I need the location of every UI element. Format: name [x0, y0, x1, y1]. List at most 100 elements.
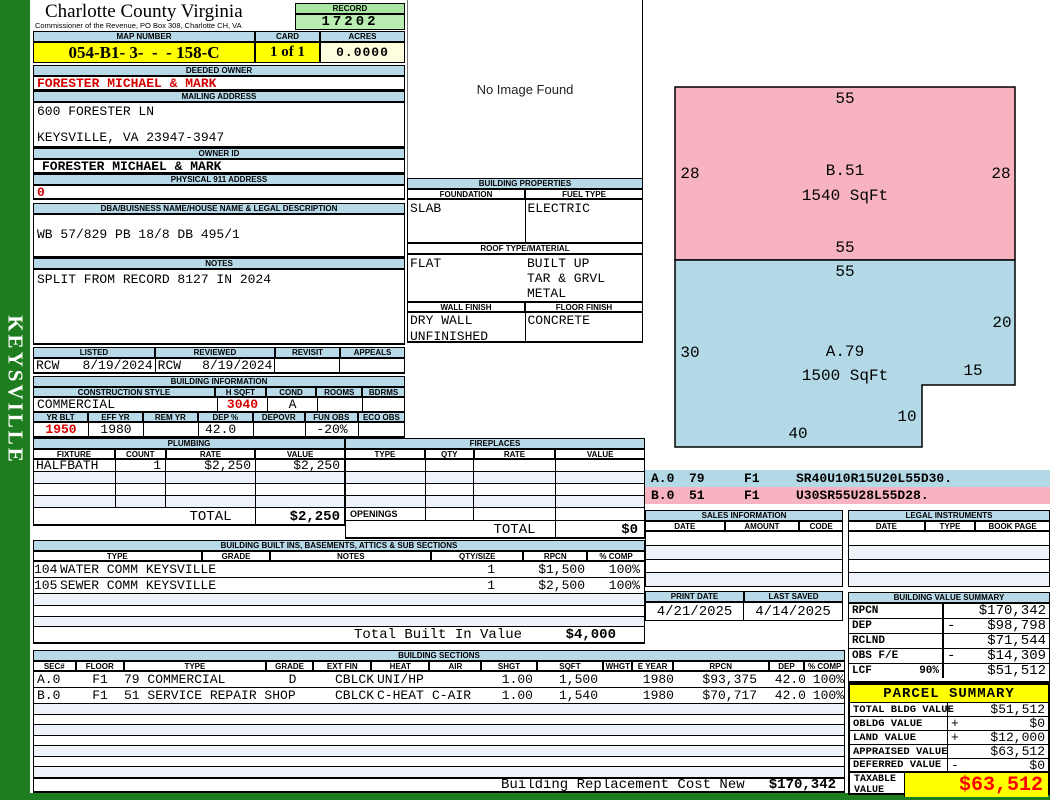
sketch-section-b-sqft: 1540 SqFt: [801, 187, 889, 205]
sections-header-sec: SEC#: [33, 661, 76, 671]
ps-value: $12,000: [990, 730, 1045, 745]
mailing-address-line2: KEYSVILLE, VA 23947-3947: [37, 130, 225, 145]
sketch-dim-a-step: 15: [963, 362, 983, 380]
building-information-headers-2: YR BLT EFF YR REM YR DEP % DEPOVR FUN OB…: [33, 412, 406, 422]
vs-value: $98,798: [987, 618, 1046, 634]
wall-finish-cell: DRY WALL UNFINISHED: [408, 313, 526, 344]
ecoobs-value: [359, 423, 404, 436]
fireplaces-headers: TYPE QTY RATE VALUE: [345, 449, 645, 459]
section-dep: 42.0: [774, 672, 806, 687]
building-sections-headers: SEC# FLOOR TYPE GRADE EXT FIN HEAT AIR S…: [33, 661, 845, 671]
built-in-code: 105: [34, 578, 58, 593]
ps-value-cell: + $0: [948, 716, 1048, 731]
dep-pct-value: 42.0: [199, 422, 254, 437]
bdrms-label: BDRMS: [362, 387, 406, 397]
value-summary-row: LCF 90% $51,512: [849, 663, 1049, 679]
built-in-comp: 100%: [608, 578, 640, 593]
plumbing-total-label: TOTAL: [166, 508, 256, 525]
sketch-legend-a: A.0 79 F1 SR40U10R15U20L55D30.: [645, 470, 1050, 487]
legal-description-box: WB 57/829 PB 18/8 DB 495/1: [33, 214, 405, 258]
no-image-text: No Image Found: [476, 81, 574, 97]
plumbing-total-row: TOTAL $2,250: [34, 508, 344, 525]
vs-label-cell: LCF 90%: [849, 664, 944, 678]
fireplaces-total-row: TOTAL $0: [346, 521, 644, 538]
taxable-value: $63,512: [905, 773, 1048, 797]
built-ins-header-type: TYPE: [33, 551, 202, 561]
built-in-name: SEWER COMM KEYSVILLE: [60, 578, 217, 593]
legal-title: LEGAL INSTRUMENTS: [848, 510, 1050, 521]
legal-header-date: DATE: [848, 521, 925, 531]
section-type: 79 COMMERCIAL: [124, 672, 226, 687]
wall-finish-2: UNFINISHED: [410, 329, 489, 344]
plumbing-empty-row: [34, 472, 344, 484]
parcel-summary-row: LAND VALUE + $12,000: [850, 730, 1048, 745]
vs-label: RPCN: [852, 605, 879, 617]
built-in-qty: 1: [487, 562, 495, 577]
vs-label-cell: OBS F/E: [849, 649, 944, 663]
legend-sec: A.0: [651, 471, 675, 486]
sections-header-comp: % COMP: [804, 661, 845, 671]
empty-row: [849, 545, 1049, 560]
record-label: RECORD: [295, 3, 405, 14]
sketch-dim-b-bottom: 55: [835, 239, 855, 257]
dep-pct-label: DEP %: [197, 412, 253, 422]
sales-header-date: DATE: [645, 521, 725, 531]
built-ins-total-label: Total Built In Value: [354, 626, 523, 643]
plumbing-header-count: COUNT: [114, 449, 166, 459]
deeded-owner-label: DEEDED OWNER: [33, 65, 405, 76]
appeals-value: [340, 359, 404, 372]
empty-row: [646, 559, 842, 574]
foundation-value-cell: SLAB: [408, 200, 526, 242]
built-ins-total-row: Total Built In Value $4,000: [33, 626, 645, 644]
built-ins-row: 105 SEWER COMM KEYSVILLE 1 $2,500 100%: [34, 578, 644, 594]
empty-row: [849, 532, 1049, 546]
dates-values: 4/21/2025 4/14/2025: [645, 602, 843, 621]
vs-label-cell: DEP: [849, 619, 944, 633]
sections-header-type: TYPE: [123, 661, 266, 671]
section-sec: B.0: [37, 688, 61, 703]
vs-value: $14,309: [987, 648, 1046, 664]
sketch-dim-b-top: 55: [835, 90, 855, 108]
empty-row: [646, 573, 842, 586]
effyr-label: EFF YR: [87, 412, 143, 422]
sales-title: SALES INFORMATION: [645, 510, 843, 521]
notes-label: NOTES: [33, 258, 405, 269]
construction-style-value: COMMERCIAL: [34, 397, 218, 412]
legal-header-type: TYPE: [924, 521, 976, 531]
built-ins-header-grade: GRADE: [201, 551, 271, 561]
rooms-value: [318, 398, 363, 411]
sections-header-whgt: WHGT: [603, 661, 633, 671]
sales-headers: DATE AMOUNT CODE: [645, 521, 844, 531]
foundation-fuel-values: SLAB ELECTRIC: [407, 199, 643, 243]
sales-header-amount: AMOUNT: [724, 521, 800, 531]
replacement-cost-row: Building Replacement Cost New $170,342: [33, 777, 845, 793]
ps-label: LAND VALUE: [850, 731, 948, 744]
physical-address-label: PHYSICAL 911 ADDRESS: [33, 174, 405, 185]
legend-code: 79: [689, 471, 705, 486]
sections-header-eyear: E YEAR: [632, 661, 673, 671]
district-name-vertical: KEYSVILLE: [3, 315, 28, 465]
plumbing-header-value: VALUE: [255, 449, 345, 459]
roof-material-3: METAL: [527, 286, 567, 301]
empty-row: [34, 617, 644, 626]
mailing-address-label: MAILING ADDRESS: [33, 91, 405, 102]
empty-row: [646, 532, 842, 546]
acres-value: 0.0000: [320, 42, 405, 63]
sales-body: [645, 531, 843, 587]
section-whgt: [606, 688, 634, 703]
section-rpcn: $70,717: [702, 688, 757, 703]
roof-material-2: TAR & GRVL: [527, 271, 606, 286]
sketch-section-b-name: B.51: [825, 162, 865, 180]
section-whgt: [606, 672, 634, 687]
section-sec: A.0: [37, 672, 61, 687]
bdrms-value: [363, 398, 404, 411]
building-section-row: A.0 F1 79 COMMERCIAL D CBLCK UNI/HP 1.00…: [34, 672, 844, 688]
building-sections-body: A.0 F1 79 COMMERCIAL D CBLCK UNI/HP 1.00…: [33, 671, 845, 703]
yrblt-value: 1950: [34, 422, 89, 437]
vs-sign: -: [947, 648, 956, 664]
fireplaces-empty-row: [346, 460, 644, 472]
parcel-summary: PARCEL SUMMARY TOTAL BLDG VALUE $51,512 …: [848, 683, 1050, 797]
built-ins-header-notes: NOTES: [270, 551, 432, 561]
sections-header-dep: DEP: [768, 661, 805, 671]
roof-type-value: FLAT: [410, 256, 442, 271]
